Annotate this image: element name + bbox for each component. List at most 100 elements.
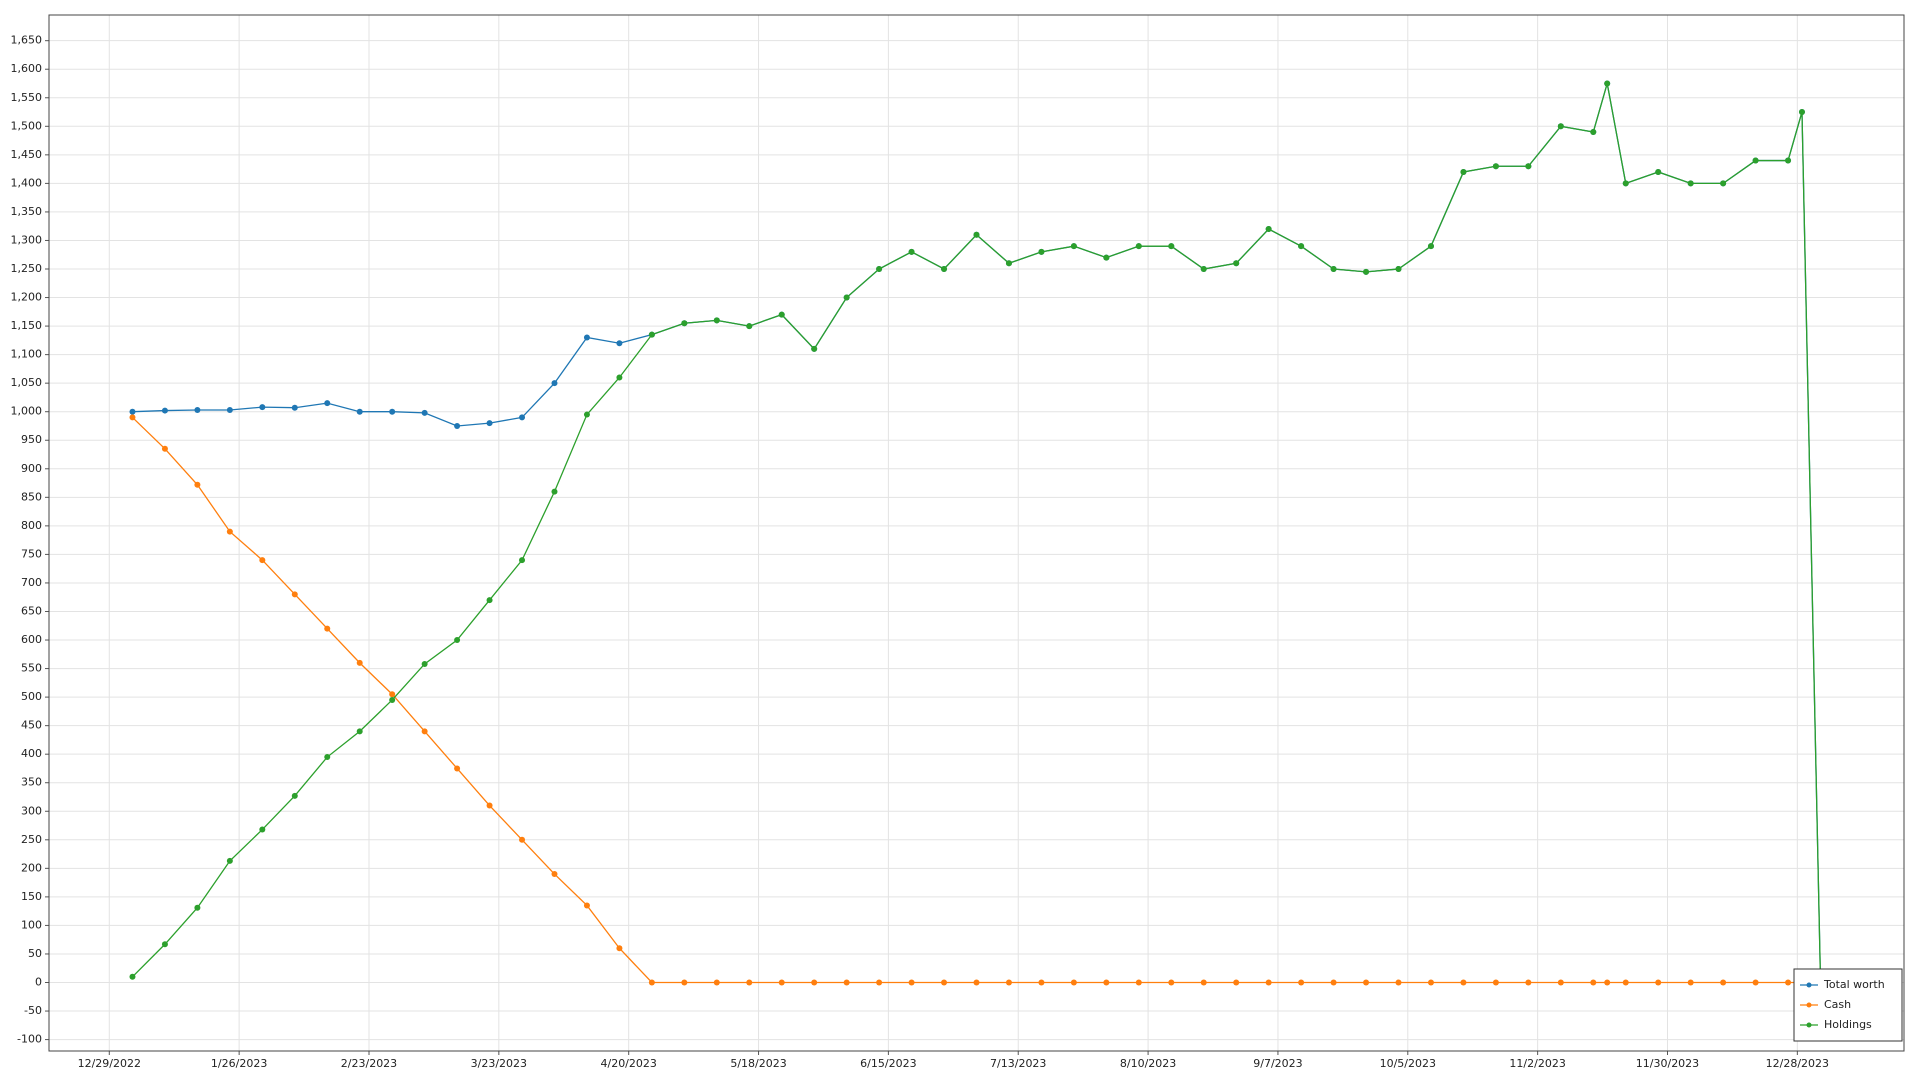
y-tick-label: 500 [21, 690, 42, 703]
point [324, 400, 331, 407]
point [161, 445, 168, 452]
y-tick-label: 1,400 [11, 176, 43, 189]
y-tick-label: 1,200 [11, 291, 43, 304]
x-tick-label: 11/30/2023 [1636, 1057, 1699, 1070]
plot-area [49, 15, 1904, 1051]
x-tick-label: 12/29/2022 [78, 1057, 141, 1070]
y-tick-label: 1,600 [11, 62, 43, 75]
y-tick-label: 450 [21, 719, 42, 732]
y-tick-label: 800 [21, 519, 42, 532]
point [389, 691, 396, 698]
point [941, 266, 948, 273]
point [973, 979, 980, 986]
point [486, 597, 493, 604]
point [1460, 168, 1467, 175]
y-tick-label: 1,250 [11, 262, 43, 275]
point [356, 659, 363, 666]
y-tick-label: -100 [17, 1033, 42, 1046]
legend-marker [1806, 982, 1812, 988]
x-tick-label: 4/20/2023 [600, 1057, 656, 1070]
x-tick-label: 7/13/2023 [990, 1057, 1046, 1070]
y-tick-label: 750 [21, 547, 42, 560]
point [259, 404, 266, 411]
y-tick-label: 350 [21, 776, 42, 789]
point [1265, 979, 1272, 986]
y-tick-label: 850 [21, 490, 42, 503]
point [713, 979, 720, 986]
point [973, 231, 980, 238]
point [908, 979, 915, 986]
point [291, 792, 298, 799]
point [421, 728, 428, 735]
point [746, 979, 753, 986]
point [811, 345, 818, 352]
point [1298, 979, 1305, 986]
point [876, 979, 883, 986]
point [1604, 80, 1611, 87]
point [389, 696, 396, 703]
point [1492, 163, 1499, 170]
point [648, 979, 655, 986]
y-tick-label: 1,350 [11, 205, 43, 218]
x-tick-label: 2/23/2023 [341, 1057, 397, 1070]
y-tick-label: 400 [21, 747, 42, 760]
legend-label: Holdings [1824, 1018, 1872, 1031]
point [194, 904, 201, 911]
point [1525, 163, 1532, 170]
x-tick-label: 8/10/2023 [1120, 1057, 1176, 1070]
point [454, 422, 461, 429]
point [194, 481, 201, 488]
y-tick-label: 200 [21, 861, 42, 874]
point [519, 414, 526, 421]
x-tick-label: 5/18/2023 [730, 1057, 786, 1070]
x-tick-label: 6/15/2023 [860, 1057, 916, 1070]
point [583, 411, 590, 418]
legend-marker [1806, 1002, 1812, 1008]
point [1492, 979, 1499, 986]
point [1103, 979, 1110, 986]
point [1655, 168, 1662, 175]
point [616, 945, 623, 952]
point [1622, 180, 1629, 187]
point [291, 591, 298, 598]
point [1330, 266, 1337, 273]
point [226, 857, 233, 864]
point [616, 340, 623, 347]
y-tick-label: 1,000 [11, 405, 43, 418]
point [1785, 979, 1792, 986]
point [681, 979, 688, 986]
y-tick-label: 650 [21, 604, 42, 617]
point [1395, 266, 1402, 273]
point [1168, 243, 1175, 250]
point [551, 871, 558, 878]
point [681, 320, 688, 327]
point [1038, 979, 1045, 986]
y-tick-label: 1,550 [11, 91, 43, 104]
point [1720, 180, 1727, 187]
point [129, 973, 136, 980]
y-tick-label: 1,300 [11, 233, 43, 246]
point [161, 407, 168, 414]
point [1038, 248, 1045, 255]
point [226, 528, 233, 535]
point [1557, 979, 1564, 986]
x-tick-label: 11/2/2023 [1509, 1057, 1565, 1070]
point [1785, 157, 1792, 164]
series [129, 414, 1824, 986]
point [1798, 109, 1805, 116]
legend-label: Total worth [1823, 978, 1885, 991]
point [778, 979, 785, 986]
point [1265, 226, 1272, 233]
y-tick-label: 1,150 [11, 319, 43, 332]
y-tick-label: 1,100 [11, 348, 43, 361]
legend: Total worth Cash Holdings [1793, 968, 1903, 1042]
point [421, 409, 428, 416]
point [1233, 260, 1240, 267]
point [129, 408, 136, 415]
y-tick-label: 600 [21, 633, 42, 646]
point [1752, 157, 1759, 164]
x-tick-label: 10/5/2023 [1380, 1057, 1436, 1070]
x-tick-label: 9/7/2023 [1253, 1057, 1302, 1070]
point [1655, 979, 1662, 986]
